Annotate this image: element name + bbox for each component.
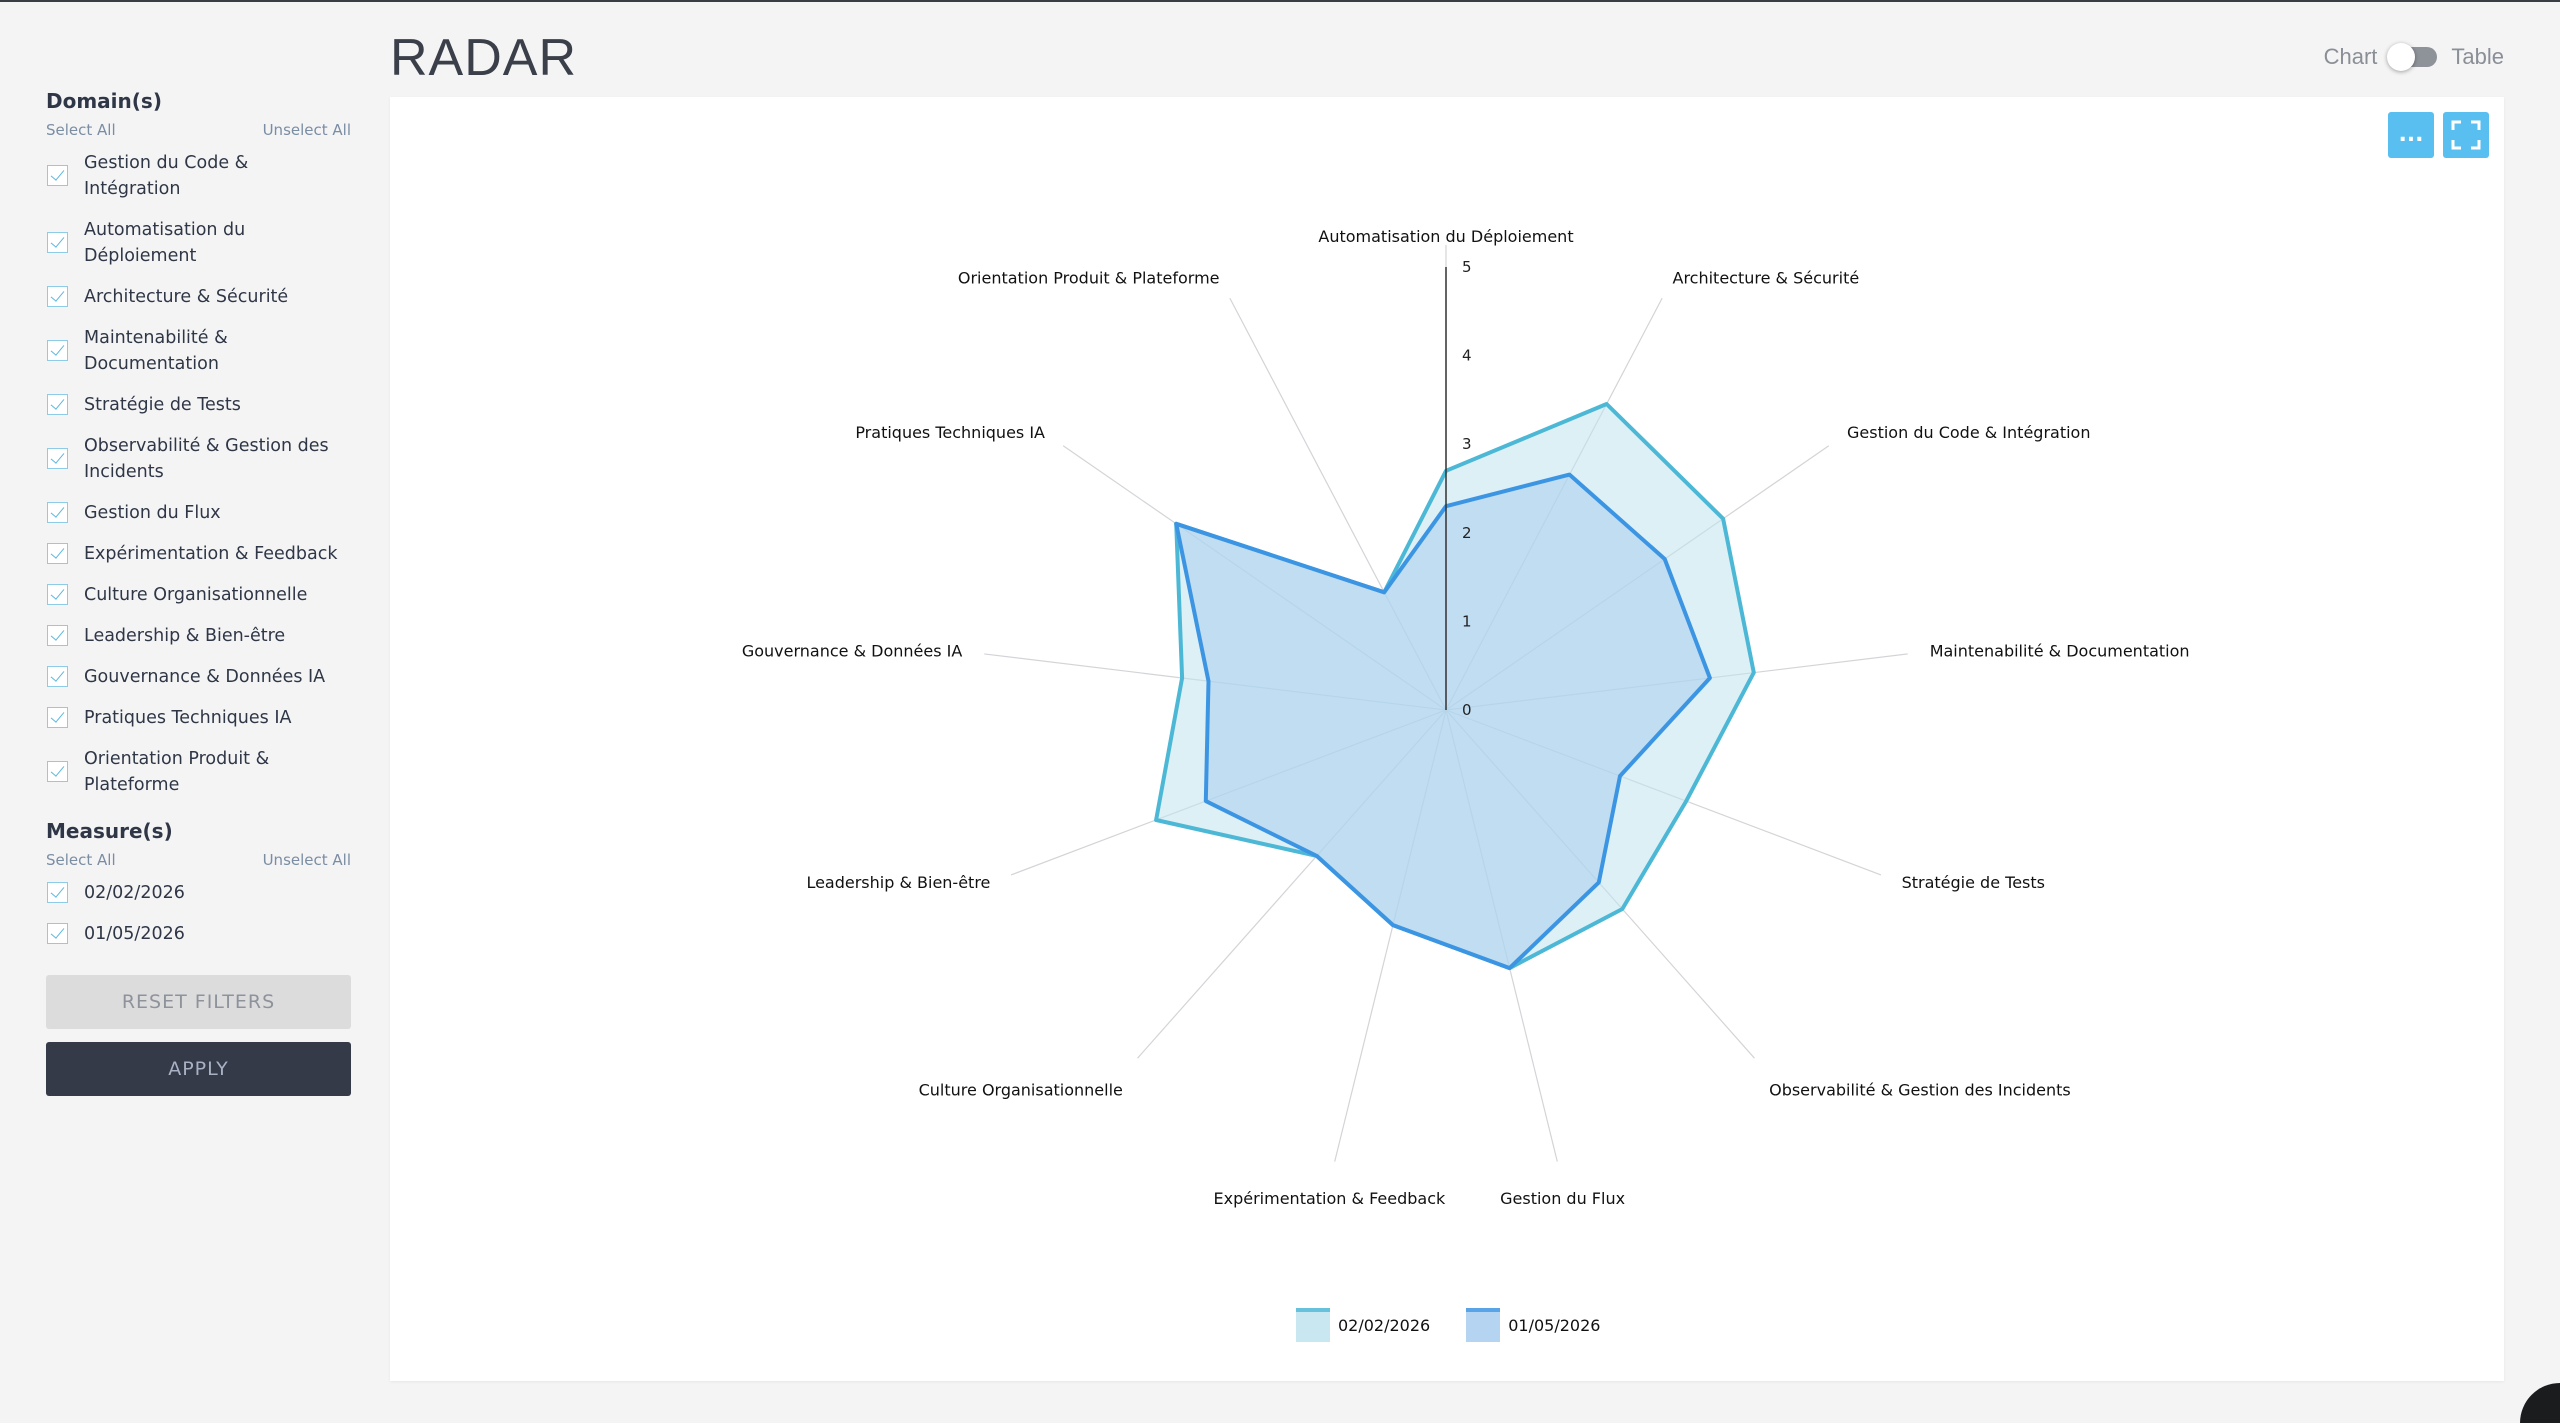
legend-item[interactable]: 02/02/2026 [1296, 1308, 1430, 1342]
domain-checkbox-label: Pratiques Techniques IA [84, 708, 292, 728]
checkbox-checked-icon[interactable] [47, 923, 68, 944]
legend-label: 01/05/2026 [1508, 1315, 1601, 1335]
radar-axis-label: Stratégie de Tests [1902, 873, 2045, 892]
checkbox-checked-icon[interactable] [47, 882, 68, 903]
radar-axis-label: Leadership & Bien-être [806, 873, 990, 892]
radial-tick-label: 4 [1462, 347, 1472, 365]
checkbox-checked-icon[interactable] [47, 502, 68, 523]
measures-select-all-link[interactable]: Select All [46, 851, 116, 869]
measures-select-row: Select All Unselect All [46, 850, 351, 870]
domain-checkbox-item[interactable]: Pratiques Techniques IA [46, 705, 344, 731]
domain-checkbox-item[interactable]: Leadership & Bien-être [46, 623, 344, 649]
legend-item[interactable]: 01/05/2026 [1466, 1308, 1600, 1342]
domain-checkbox-label: Gouvernance & Données IA [84, 667, 326, 687]
checkbox-checked-icon[interactable] [47, 165, 68, 186]
chart-table-toggle: Chart Table [2323, 43, 2504, 71]
toggle-chart-label[interactable]: Chart [2323, 44, 2378, 69]
radar-axis-label: Expérimentation & Feedback [1214, 1189, 1446, 1208]
checkbox-checked-icon[interactable] [47, 394, 68, 415]
apply-button[interactable]: APPLY [46, 1042, 351, 1096]
domains-title: Domain(s) [46, 89, 162, 113]
checkbox-checked-icon[interactable] [47, 625, 68, 646]
domain-checkbox-label: Maintenabilité & Documentation [84, 328, 228, 374]
domain-checkbox-label: Gestion du Code & Intégration [84, 153, 249, 199]
domain-checkbox-item[interactable]: Orientation Produit & Plateforme [46, 746, 344, 798]
checkbox-checked-icon[interactable] [47, 666, 68, 687]
radar-axis-label: Gestion du Flux [1500, 1189, 1625, 1208]
domains-unselect-all-link[interactable]: Unselect All [262, 121, 351, 139]
checkbox-checked-icon[interactable] [47, 232, 68, 253]
checkbox-checked-icon[interactable] [47, 286, 68, 307]
measure-checkbox-list: 02/02/2026 01/05/2026 [46, 880, 351, 947]
more-options-button[interactable]: ... [2388, 112, 2434, 158]
checkbox-checked-icon[interactable] [47, 448, 68, 469]
domain-checkbox-item[interactable]: Expérimentation & Feedback [46, 541, 344, 567]
radar-axis-label: Architecture & Sécurité [1673, 269, 1860, 288]
legend-label: 02/02/2026 [1338, 1315, 1431, 1335]
chart-card: ... 0 1 2 3 4 5 Automatisation du Déploiement A… [390, 97, 2504, 1381]
radar-axis-label: Orientation Produit & Plateforme [958, 269, 1220, 288]
radar-axis-label: Gouvernance & Données IA [742, 641, 963, 660]
legend-swatch [1296, 1308, 1330, 1342]
domain-checkbox-item[interactable]: Observabilité & Gestion des Incidents [46, 433, 344, 485]
domain-checkbox-label: Orientation Produit & Plateforme [84, 749, 270, 795]
domain-checkbox-label: Stratégie de Tests [84, 395, 241, 415]
measures-title: Measure(s) [46, 819, 173, 843]
measure-checkbox-label: 01/05/2026 [84, 924, 185, 944]
switch-knob[interactable] [2387, 43, 2416, 71]
checkbox-checked-icon[interactable] [47, 543, 68, 564]
radar-axis-label: Observabilité & Gestion des Incidents [1769, 1081, 2071, 1100]
domain-checkbox-item[interactable]: Culture Organisationnelle [46, 582, 344, 608]
domain-checkbox-list: Gestion du Code & Intégration Automatisat… [46, 150, 351, 798]
fullscreen-icon [2451, 120, 2481, 150]
window-corner [2520, 1383, 2560, 1423]
legend-swatch [1466, 1308, 1501, 1342]
measure-checkbox-item[interactable]: 02/02/2026 [46, 880, 351, 906]
domains-select-all-link[interactable]: Select All [46, 121, 116, 139]
radar-axis-label: Maintenabilité & Documentation [1930, 641, 2190, 660]
domain-checkbox-label: Culture Organisationnelle [84, 585, 308, 605]
chart-legend: 02/02/2026 01/05/2026 [1296, 1308, 1636, 1342]
radar-axis-label: Automatisation du Déploiement [1318, 227, 1573, 246]
radar-axis-label: Culture Organisationnelle [919, 1081, 1123, 1100]
domain-checkbox-label: Architecture & Sécurité [84, 287, 289, 307]
domain-checkbox-item[interactable]: Automatisation du Déploiement [46, 217, 344, 269]
domain-checkbox-label: Expérimentation & Feedback [84, 544, 338, 564]
toggle-table-label[interactable]: Table [2451, 44, 2504, 69]
domains-select-row: Select All Unselect All [46, 120, 351, 140]
domain-checkbox-label: Automatisation du Déploiement [84, 220, 246, 266]
domain-checkbox-label: Leadership & Bien-être [84, 626, 286, 646]
reset-filters-button[interactable]: RESET FILTERS [46, 975, 351, 1029]
checkbox-checked-icon[interactable] [47, 707, 68, 728]
checkbox-checked-icon[interactable] [47, 761, 68, 782]
view-switch[interactable] [2387, 43, 2438, 71]
page-title: RADAR [390, 29, 578, 87]
domain-checkbox-item[interactable]: Gestion du Code & Intégration [46, 150, 344, 202]
domain-checkbox-label: Gestion du Flux [84, 503, 221, 523]
radar-axis-label: Gestion du Code & Intégration [1847, 423, 2090, 442]
measures-unselect-all-link[interactable]: Unselect All [262, 851, 351, 869]
radial-tick-label: 1 [1462, 612, 1472, 630]
radar-axis-label: Pratiques Techniques IA [855, 423, 1045, 442]
measure-checkbox-item[interactable]: 01/05/2026 [46, 921, 351, 947]
series-area-2 [1174, 472, 1712, 971]
checkbox-checked-icon[interactable] [47, 340, 68, 361]
radial-tick-label: 0 [1462, 701, 1472, 719]
domain-checkbox-item[interactable]: Gouvernance & Données IA [46, 664, 344, 690]
checkbox-checked-icon[interactable] [47, 584, 68, 605]
radial-tick-label: 2 [1462, 524, 1472, 542]
fullscreen-button[interactable] [2443, 112, 2489, 158]
domain-checkbox-label: Observabilité & Gestion des Incidents [84, 436, 329, 482]
radial-tick-label: 5 [1462, 258, 1472, 276]
domain-checkbox-item[interactable]: Stratégie de Tests [46, 392, 344, 418]
filter-sidebar: Domain(s) Select All Unselect All Gestio… [46, 88, 351, 1096]
domain-checkbox-item[interactable]: Architecture & Sécurité [46, 284, 344, 310]
measure-checkbox-label: 02/02/2026 [84, 883, 185, 903]
radial-tick-label: 3 [1462, 435, 1472, 453]
window-top-border [0, 0, 2560, 2]
domain-checkbox-item[interactable]: Maintenabilité & Documentation [46, 325, 344, 377]
domain-checkbox-item[interactable]: Gestion du Flux [46, 500, 344, 526]
radar-chart: 0 1 2 3 4 5 Automatisation du Déploiement Archi… [742, 227, 2190, 1208]
